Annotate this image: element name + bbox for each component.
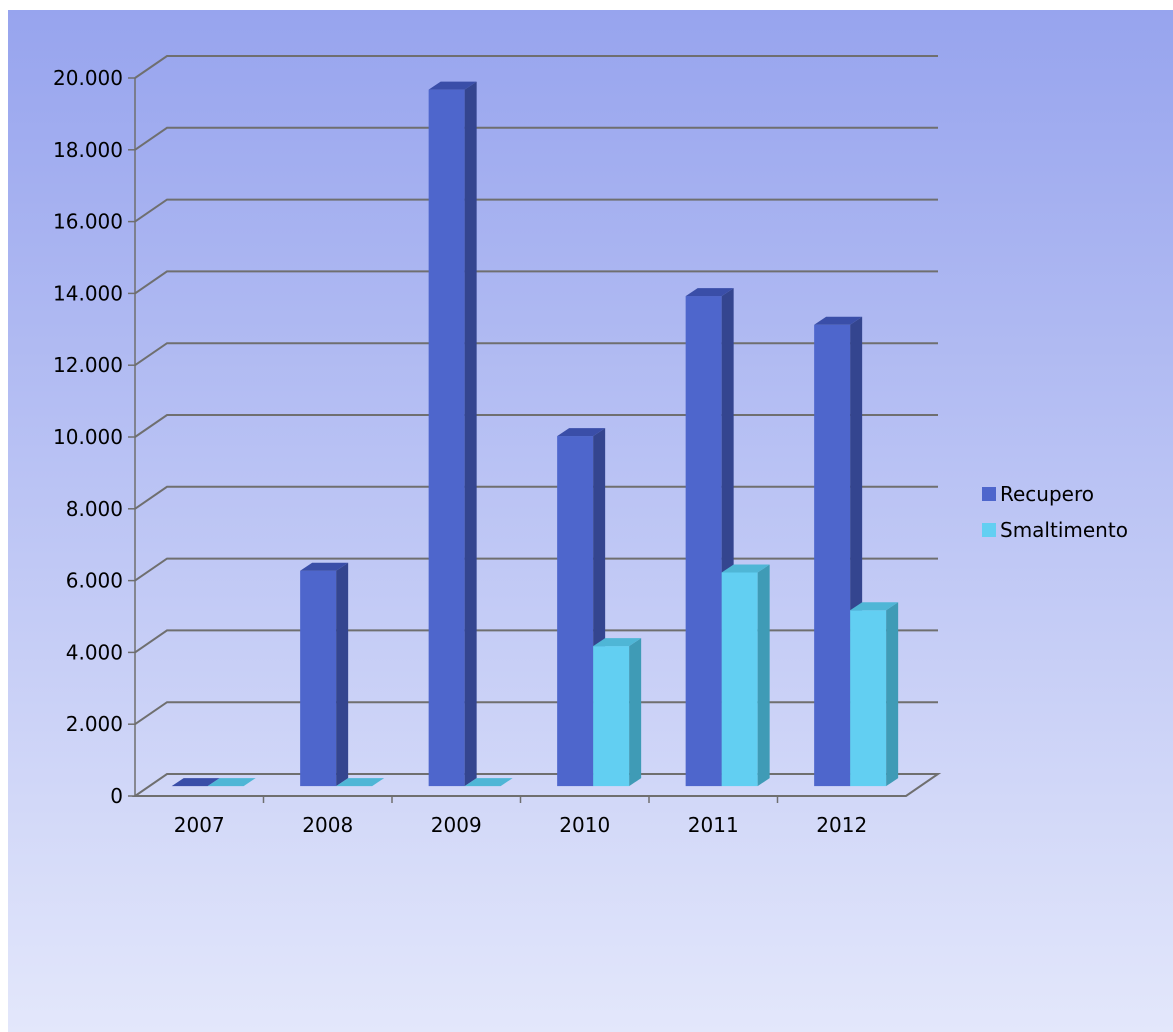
x-tick-label: 2007 [174, 813, 225, 837]
legend-swatch [982, 523, 996, 537]
gridline [134, 701, 938, 726]
y-tick-label: 10.000 [53, 425, 123, 449]
bar-recupero-2009 [428, 81, 477, 787]
bar-side [336, 562, 349, 787]
gridline [134, 629, 938, 654]
gridline [134, 342, 938, 367]
bar-side [757, 564, 770, 787]
bar-front [428, 89, 465, 787]
gridline [134, 485, 938, 510]
legend-item-smaltimento: Smaltimento [982, 518, 1128, 542]
bar-front [850, 610, 887, 787]
x-tick-label: 2009 [431, 813, 482, 837]
bar-smaltimento-2010 [593, 638, 642, 787]
bar-recupero-2007 [171, 778, 220, 787]
bar-side [629, 638, 642, 787]
y-tick-label: 18.000 [53, 138, 123, 162]
y-tick-label: 20.000 [53, 66, 123, 90]
bar-top [685, 288, 734, 297]
x-tick-label: 2008 [302, 813, 353, 837]
bar-side [886, 602, 899, 787]
gridline [134, 55, 938, 79]
y-tick-label: 6.000 [66, 569, 123, 593]
bar-front [557, 436, 594, 787]
bar-front [593, 646, 630, 787]
bar-top [336, 778, 385, 787]
gridlines [134, 55, 938, 726]
legend: Recupero Smaltimento [982, 482, 1128, 542]
bar-front [685, 296, 722, 787]
y-tick-label: 8.000 [66, 497, 123, 521]
bar-smaltimento-2007 [207, 778, 256, 787]
legend-label: Recupero [1000, 482, 1094, 506]
bar-top [207, 778, 256, 787]
gridline [134, 414, 938, 438]
legend-swatch [982, 487, 996, 501]
bar-front [721, 572, 758, 787]
x-tick-label: 2011 [688, 813, 739, 837]
bar-recupero-2008 [300, 562, 349, 787]
axes [128, 77, 942, 803]
bar-top [814, 316, 863, 325]
legend-item-recupero: Recupero [982, 482, 1094, 506]
y-tick-label: 16.000 [53, 210, 123, 234]
bar-top [428, 81, 477, 90]
legend-label: Smaltimento [1000, 518, 1128, 542]
bar-smaltimento-2008 [336, 778, 385, 787]
y-tick-label: 4.000 [66, 640, 123, 664]
bar-smaltimento-2011 [721, 564, 770, 787]
bar-recupero-2011 [685, 288, 734, 787]
bar-smaltimento-2012 [850, 602, 899, 787]
y-tick-label: 12.000 [53, 353, 123, 377]
tick-labels: 0 2.000 4.000 6.000 8.000 10.000 12.000 14.000 1… [53, 66, 867, 837]
x-tick-label: 2012 [816, 813, 867, 837]
bar-side [464, 81, 477, 787]
gridline [134, 198, 938, 223]
gridline [134, 557, 938, 582]
chart-area: 0 2.000 4.000 6.000 8.000 10.000 12.000 14.000 1… [8, 10, 1173, 1032]
gridline [134, 270, 938, 295]
y-tick-label: 0 [110, 784, 123, 808]
bar-top [300, 562, 349, 571]
bar-top [721, 564, 770, 573]
bar-top [464, 778, 513, 787]
bar-front [300, 570, 337, 787]
bar-smaltimento-2009 [464, 778, 513, 787]
gridline [134, 126, 938, 151]
x-tick-label: 2010 [559, 813, 610, 837]
bar-top [557, 428, 606, 437]
bar-top [171, 778, 220, 787]
bars [171, 81, 899, 787]
bar-top [850, 602, 899, 611]
bar-chart: 0 2.000 4.000 6.000 8.000 10.000 12.000 14.000 1… [8, 10, 1173, 1032]
bar-front [814, 324, 851, 787]
y-tick-label: 2.000 [66, 712, 123, 736]
bar-top [593, 638, 642, 647]
y-tick-label: 14.000 [53, 281, 123, 305]
